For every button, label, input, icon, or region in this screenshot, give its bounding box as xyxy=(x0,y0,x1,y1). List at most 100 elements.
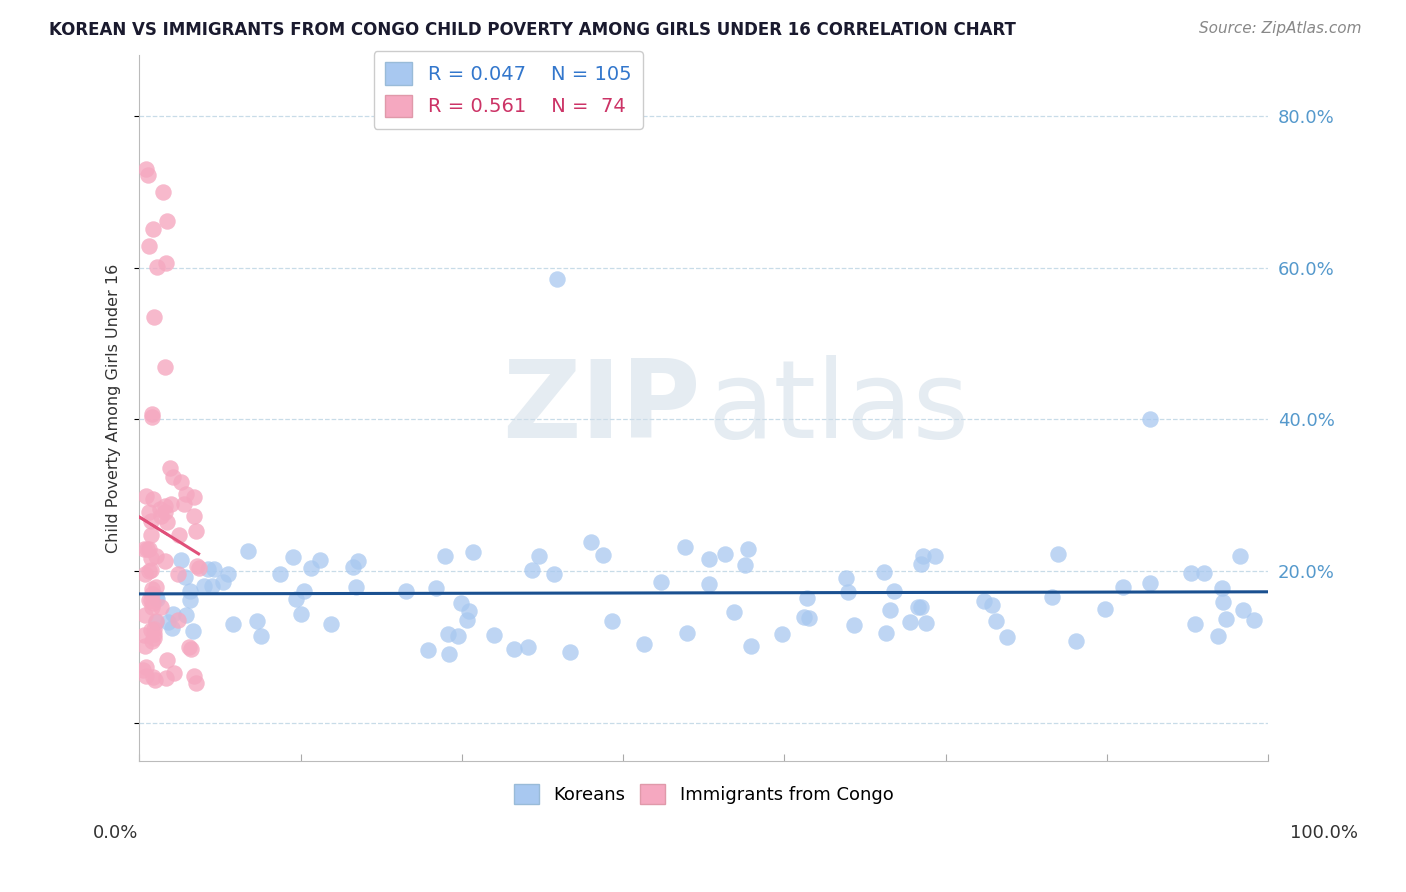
Point xyxy=(236,543,259,558)
Point xyxy=(986,614,1008,628)
Point xyxy=(1243,613,1265,627)
Point xyxy=(146,260,169,274)
Point xyxy=(141,407,163,421)
Point xyxy=(546,272,568,286)
Point xyxy=(142,222,165,236)
Point xyxy=(1211,581,1233,595)
Point xyxy=(141,599,163,614)
Point xyxy=(1194,566,1216,580)
Point xyxy=(141,492,163,507)
Point xyxy=(456,613,478,627)
Point xyxy=(142,670,165,684)
Point xyxy=(162,607,184,622)
Point xyxy=(145,615,167,629)
Point xyxy=(184,676,207,690)
Point xyxy=(600,614,623,628)
Point xyxy=(1215,611,1237,625)
Point xyxy=(879,603,901,617)
Point xyxy=(484,627,506,641)
Point xyxy=(723,605,745,619)
Y-axis label: Child Poverty Among Girls Under 16: Child Poverty Among Girls Under 16 xyxy=(107,263,121,552)
Point xyxy=(425,581,447,595)
Point xyxy=(155,553,177,567)
Point xyxy=(170,475,193,489)
Point xyxy=(973,594,995,608)
Point xyxy=(153,359,176,374)
Text: KOREAN VS IMMIGRANTS FROM CONGO CHILD POVERTY AMONG GIRLS UNDER 16 CORRELATION C: KOREAN VS IMMIGRANTS FROM CONGO CHILD PO… xyxy=(49,21,1017,39)
Point xyxy=(1112,581,1135,595)
Point xyxy=(139,551,162,566)
Point xyxy=(162,470,184,484)
Point xyxy=(299,561,322,575)
Point xyxy=(136,541,159,556)
Point xyxy=(772,627,794,641)
Point xyxy=(156,214,179,228)
Point xyxy=(898,615,921,629)
Point xyxy=(167,567,190,582)
Point xyxy=(138,505,160,519)
Point xyxy=(181,624,204,639)
Point xyxy=(915,615,938,630)
Point xyxy=(342,559,364,574)
Point xyxy=(177,640,200,655)
Point xyxy=(136,168,159,182)
Point xyxy=(143,673,166,687)
Point xyxy=(155,672,177,686)
Point xyxy=(246,615,269,629)
Point xyxy=(135,660,157,674)
Point xyxy=(558,645,581,659)
Point xyxy=(143,310,166,325)
Point xyxy=(321,617,343,632)
Point xyxy=(673,540,696,554)
Point xyxy=(145,614,167,628)
Point xyxy=(527,549,550,564)
Point xyxy=(883,583,905,598)
Point xyxy=(910,599,932,614)
Point xyxy=(1094,602,1116,616)
Point xyxy=(138,542,160,557)
Point xyxy=(924,549,946,563)
Point xyxy=(159,461,181,475)
Point xyxy=(543,566,565,581)
Point xyxy=(152,186,174,200)
Point xyxy=(581,534,603,549)
Point xyxy=(176,607,198,622)
Point xyxy=(179,593,201,607)
Point xyxy=(1139,412,1161,426)
Point xyxy=(395,583,418,598)
Point xyxy=(155,499,177,513)
Point xyxy=(187,561,209,575)
Point xyxy=(135,161,157,176)
Point xyxy=(222,616,245,631)
Text: ZIP: ZIP xyxy=(502,355,700,461)
Point xyxy=(450,596,472,610)
Point xyxy=(740,639,762,653)
Point xyxy=(141,587,163,601)
Point xyxy=(139,514,162,528)
Point xyxy=(292,583,315,598)
Point xyxy=(1206,629,1229,643)
Point xyxy=(502,642,524,657)
Point xyxy=(837,585,859,599)
Point xyxy=(433,549,456,564)
Point xyxy=(202,562,225,576)
Text: 100.0%: 100.0% xyxy=(1291,824,1358,842)
Text: Source: ZipAtlas.com: Source: ZipAtlas.com xyxy=(1198,21,1361,37)
Point xyxy=(145,590,167,604)
Point xyxy=(135,669,157,683)
Point xyxy=(134,566,156,581)
Point xyxy=(142,631,165,645)
Point xyxy=(141,634,163,648)
Point xyxy=(797,611,820,625)
Point xyxy=(135,490,157,504)
Point xyxy=(1064,633,1087,648)
Point xyxy=(183,509,205,524)
Point xyxy=(138,239,160,253)
Point xyxy=(149,599,172,614)
Point xyxy=(875,625,897,640)
Point xyxy=(697,577,720,591)
Point xyxy=(167,613,190,627)
Point xyxy=(842,617,865,632)
Point xyxy=(1180,566,1202,581)
Point xyxy=(142,626,165,640)
